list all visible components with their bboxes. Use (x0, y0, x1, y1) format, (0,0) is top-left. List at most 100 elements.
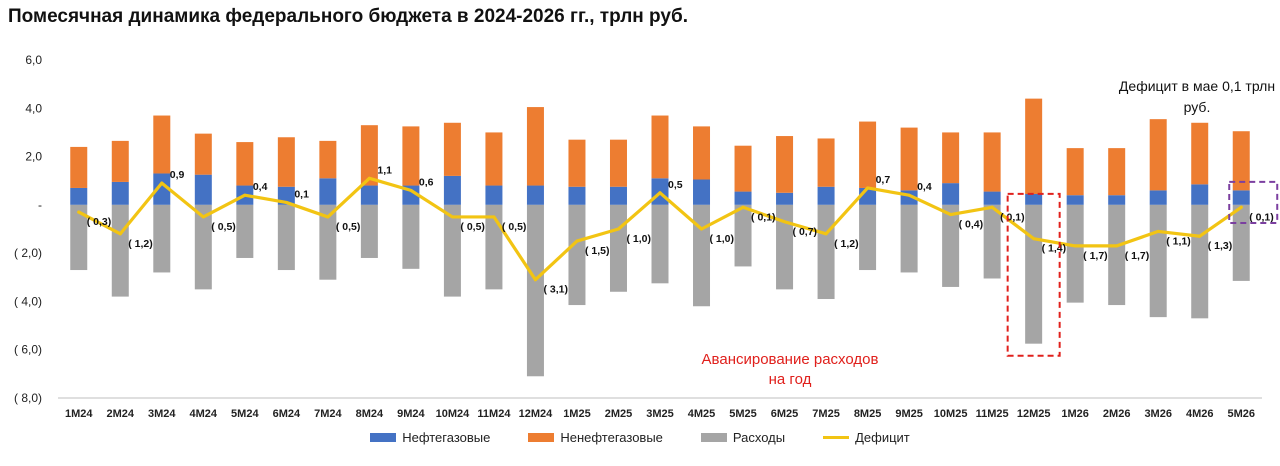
budget-chart: 6,0 4,0 2,0 - ( 2,0) ( 4,0) ( 6,0) ( 8,0) ( 0,3… (14, 53, 1279, 420)
bar-non-oil-gas (900, 127, 918, 191)
bar-non-oil-gas (568, 139, 586, 187)
legend-label-expenses: Расходы (732, 430, 786, 445)
x-tick-label: 2M26 (1103, 408, 1131, 420)
bar-non-oil-gas (1108, 148, 1126, 196)
deficit-point (616, 227, 620, 231)
bar-expenses (983, 204, 1001, 279)
bar-expenses (693, 204, 711, 307)
deficit-point (658, 191, 662, 195)
deficit-point (77, 210, 81, 214)
x-tick-label: 1M25 (563, 408, 591, 420)
bar-non-oil-gas (194, 133, 212, 175)
bar-oil-gas (983, 191, 1001, 205)
bar-non-oil-gas (609, 139, 627, 187)
data-label: 0,6 (419, 176, 434, 188)
y-tick-label: ( 4,0) (14, 294, 42, 308)
bar-expenses (1025, 204, 1043, 344)
data-label: ( 1,1) (1166, 235, 1191, 247)
bar-non-oil-gas (1232, 131, 1250, 191)
x-tick-label: 5M24 (231, 408, 259, 420)
deficit-point (1115, 244, 1119, 248)
bar-expenses (319, 204, 337, 280)
bar-non-oil-gas (983, 132, 1001, 192)
bar-non-oil-gas (693, 126, 711, 180)
bar-expenses (1191, 204, 1209, 319)
data-label: ( 0,7) (793, 226, 818, 238)
highlights-group (1006, 180, 1279, 357)
deficit-point (990, 205, 994, 209)
deficit-point (741, 205, 745, 209)
legend-swatch-deficit (823, 436, 850, 439)
bar-oil-gas (360, 185, 378, 205)
bar-non-oil-gas (70, 146, 88, 188)
y-tick-label: ( 6,0) (14, 343, 42, 357)
bar-expenses (111, 204, 129, 297)
x-tick-label: 5M25 (729, 408, 757, 420)
data-label: ( 1,2) (834, 238, 859, 250)
y-tick-label: ( 8,0) (14, 391, 42, 405)
bar-non-oil-gas (236, 142, 254, 186)
y-tick-label: 4,0 (25, 101, 42, 115)
data-label: ( 0,1) (751, 211, 776, 223)
x-tick-label: 4M24 (190, 408, 218, 420)
bar-oil-gas (1066, 195, 1084, 205)
x-tick-label: 3M25 (646, 408, 674, 420)
deficit-point (866, 186, 870, 190)
bar-non-oil-gas (153, 115, 171, 174)
deficit-point (201, 215, 205, 219)
data-label: ( 0,5) (460, 221, 485, 233)
x-tick-label: 4M25 (688, 408, 716, 420)
x-tick-label: 7M25 (812, 408, 840, 420)
bar-expenses (443, 204, 461, 297)
bar-oil-gas (1232, 190, 1250, 205)
x-tick-label: 8M25 (854, 408, 882, 420)
bar-oil-gas (1025, 193, 1043, 205)
data-label: ( 0,3) (87, 216, 112, 228)
bar-non-oil-gas (859, 121, 877, 188)
x-tick-label: 1M26 (1061, 408, 1089, 420)
x-tick-label: 8M24 (356, 408, 384, 420)
bar-non-oil-gas (942, 132, 960, 184)
x-tick-label: 12M24 (519, 408, 554, 420)
x-tick-label: 9M24 (397, 408, 425, 420)
deficit-point (492, 215, 496, 219)
legend-item-non-oil-gas: Ненефтегазовые (528, 430, 663, 445)
bars-group (70, 98, 1250, 377)
legend-item-deficit: Дефицит (823, 430, 910, 445)
data-label: ( 1,7) (1083, 250, 1108, 262)
bar-oil-gas (70, 187, 88, 205)
bar-oil-gas (609, 186, 627, 205)
data-label: 0,9 (170, 169, 185, 181)
bar-non-oil-gas (1191, 122, 1209, 185)
bar-oil-gas (1108, 195, 1126, 205)
y-tick-label: - (38, 198, 42, 212)
bar-expenses (526, 204, 544, 377)
deficit-point (118, 232, 122, 236)
bar-non-oil-gas (319, 140, 337, 179)
bar-expenses (568, 204, 586, 306)
bar-oil-gas (153, 173, 171, 205)
data-label: ( 0,5) (211, 221, 236, 233)
bar-expenses (1108, 204, 1126, 306)
legend-swatch-non-oil-gas (528, 433, 555, 442)
y-tick-label: 2,0 (25, 150, 42, 164)
bar-expenses (942, 204, 960, 287)
data-label: ( 1,3) (1208, 240, 1233, 252)
legend-swatch-expenses (700, 433, 727, 442)
x-tick-label: 11M24 (477, 408, 511, 420)
highlight-box-12m25 (1006, 192, 1061, 357)
x-tick-label: 12M25 (1017, 408, 1051, 420)
bar-oil-gas (319, 178, 337, 205)
bar-oil-gas (526, 185, 544, 205)
data-label: 0,1 (294, 188, 309, 200)
deficit-point (700, 227, 704, 231)
bar-expenses (153, 204, 171, 273)
bar-oil-gas (443, 175, 461, 205)
data-label: 0,4 (917, 181, 932, 193)
data-label: ( 1,5) (585, 245, 610, 257)
x-tick-label: 10M24 (436, 408, 471, 420)
bar-expenses (70, 204, 88, 271)
data-labels-group: ( 0,3) ( 1,2) 0,9 ( 0,5) 0,4 0,1 ( 0,5) 1,1 0,6 (… (87, 164, 1274, 295)
bar-expenses (609, 204, 627, 292)
bar-non-oil-gas (526, 107, 544, 186)
